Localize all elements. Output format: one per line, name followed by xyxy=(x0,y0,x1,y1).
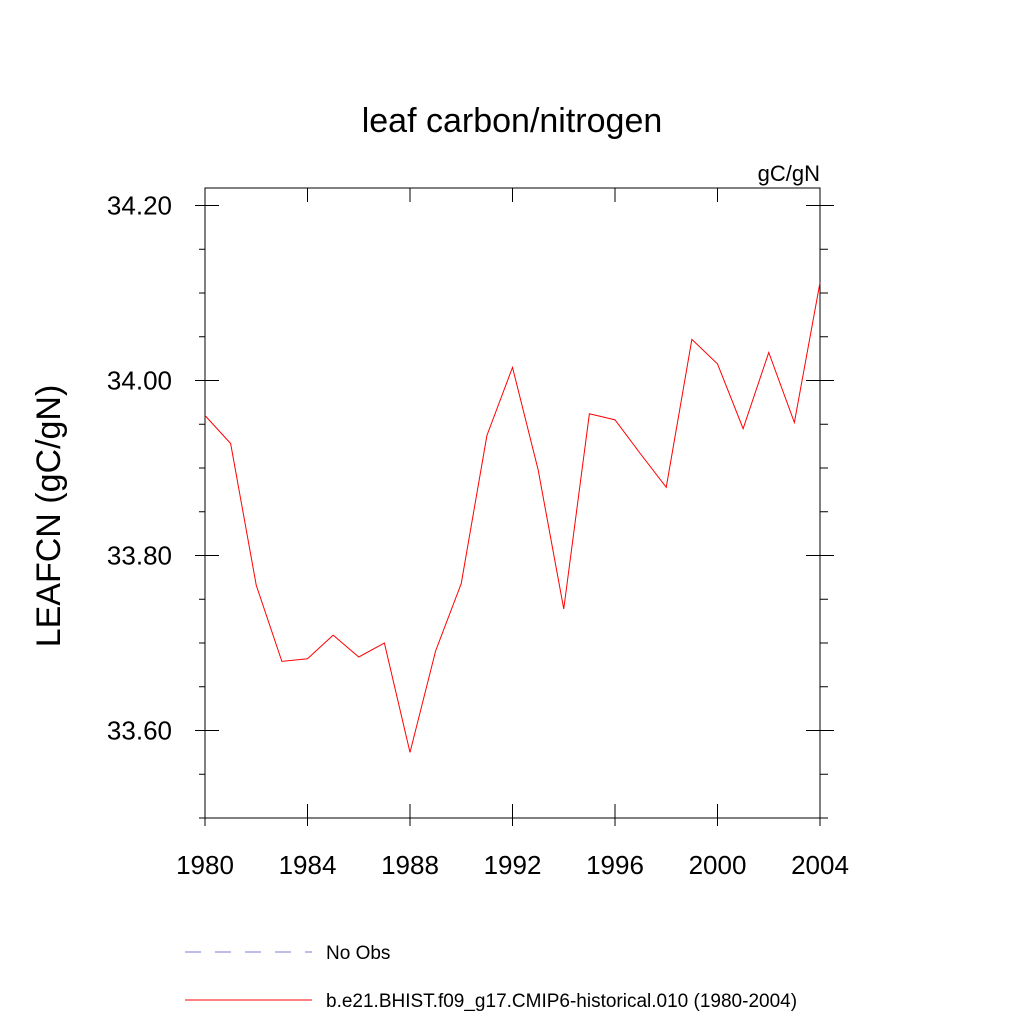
units-label: gC/gN xyxy=(758,161,820,186)
x-tick-label: 1992 xyxy=(484,850,542,880)
y-tick-label: 33.80 xyxy=(107,541,172,571)
legend: No Obs b.e21.BHIST.f09_g17.CMIP6-historic… xyxy=(185,943,797,1012)
x-tick-label: 1996 xyxy=(586,850,644,880)
legend-label-0: No Obs xyxy=(326,943,390,964)
x-tick-label: 1984 xyxy=(279,850,337,880)
y-tick-label: 34.00 xyxy=(107,366,172,396)
y-tick-label: 34.20 xyxy=(107,191,172,221)
series-layer xyxy=(204,282,821,753)
x-tick-label: 1980 xyxy=(176,850,234,880)
y-tick-label: 33.60 xyxy=(107,716,172,746)
plot-frame xyxy=(204,187,821,819)
x-tick-label: 2000 xyxy=(689,850,747,880)
axis-ticks: 1980 1984 1988 1992 1996 2000 2004 33.60 33.80 34… xyxy=(107,188,849,880)
chart-title: leaf carbon/nitrogen xyxy=(362,102,663,140)
series-line-0 xyxy=(204,282,821,753)
y-axis-label: LEAFCN (gC/gN) xyxy=(30,385,68,648)
x-tick-label: 1988 xyxy=(381,850,439,880)
x-tick-label: 2004 xyxy=(791,850,849,880)
legend-label-1: b.e21.BHIST.f09_g17.CMIP6-historical.010… xyxy=(326,991,797,1012)
